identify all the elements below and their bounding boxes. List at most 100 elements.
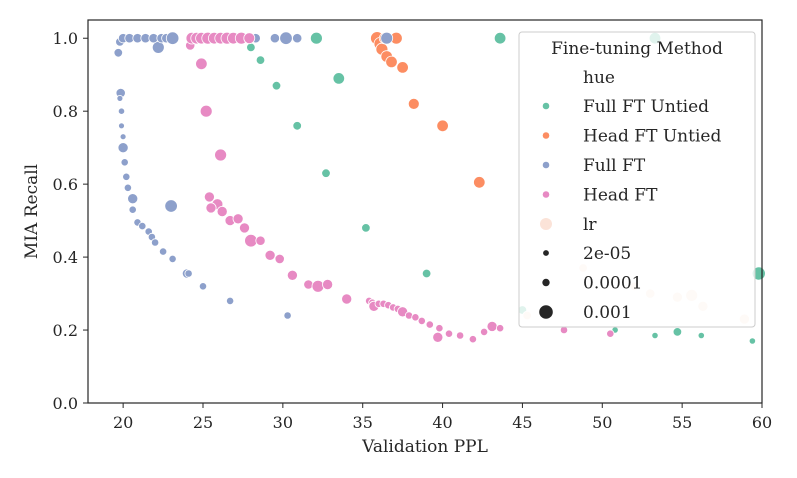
- y-tick-label: 0.8: [53, 102, 78, 121]
- data-point: [264, 249, 276, 261]
- x-tick-label: 50: [592, 413, 612, 432]
- data-point: [468, 335, 477, 344]
- data-point: [493, 32, 507, 45]
- legend-hue-header: hue: [583, 68, 615, 88]
- data-point: [255, 55, 266, 65]
- data-point: [119, 133, 127, 141]
- axis-ticks: 20 25 30 35 40 45 50 55 60 0.0 0.2 0.4 0.6 0.8 1.0: [53, 29, 773, 432]
- data-point: [495, 324, 505, 333]
- x-tick-label: 45: [512, 413, 532, 432]
- legend-marker: [542, 161, 550, 169]
- data-point: [117, 107, 126, 115]
- x-axis-label: Validation PPL: [361, 437, 488, 457]
- data-point: [128, 205, 137, 214]
- legend-box: [518, 31, 756, 328]
- data-point: [274, 253, 285, 264]
- data-point: [195, 57, 208, 71]
- data-point: [444, 329, 454, 338]
- data-point: [432, 331, 444, 343]
- data-point: [361, 223, 371, 233]
- data-point: [425, 320, 434, 329]
- y-tick-label: 0.2: [53, 321, 78, 340]
- legend-marker: [542, 190, 550, 199]
- data-point: [198, 282, 208, 291]
- y-tick-label: 0.4: [53, 248, 78, 267]
- x-tick-label: 20: [113, 413, 133, 432]
- data-point: [283, 311, 292, 320]
- legend-entry-label: Full FT: [583, 156, 646, 176]
- data-point: [309, 31, 323, 45]
- x-tick-label: 30: [273, 413, 293, 432]
- data-point: [396, 61, 409, 74]
- x-tick-label: 55: [672, 413, 692, 432]
- data-point: [244, 233, 258, 248]
- data-point: [479, 327, 489, 336]
- data-point: [127, 193, 139, 205]
- data-point: [697, 331, 705, 340]
- legend-size-label: 0.0001: [583, 274, 642, 294]
- data-point: [118, 122, 125, 130]
- y-tick-label: 0.0: [53, 394, 78, 413]
- data-point: [246, 42, 256, 53]
- legend-size-label: 0.001: [583, 303, 632, 323]
- data-point: [214, 148, 228, 162]
- y-tick-label: 0.6: [53, 175, 78, 194]
- data-point: [205, 202, 217, 214]
- legend-size-label: 2e-05: [583, 244, 631, 264]
- data-point: [321, 168, 331, 178]
- legend-size-marker: [542, 278, 550, 287]
- data-point: [269, 33, 280, 44]
- legend-marker: [542, 102, 550, 110]
- legend: Fine-tuning Method hue lr Full FT Untied…: [518, 31, 756, 328]
- data-point: [455, 331, 465, 340]
- data-point: [164, 199, 178, 213]
- data-point: [606, 329, 615, 338]
- data-point: [165, 31, 180, 45]
- data-point: [123, 183, 133, 192]
- data-point: [271, 80, 282, 91]
- x-tick-label: 40: [432, 413, 452, 432]
- data-point: [232, 213, 244, 225]
- data-point: [341, 293, 353, 305]
- data-point: [113, 48, 124, 58]
- legend-title: Fine-tuning Method: [551, 39, 723, 59]
- legend-entry-label: Head FT Untied: [583, 127, 721, 147]
- legend-marker: [540, 218, 552, 230]
- data-point: [473, 176, 486, 189]
- data-point: [292, 33, 303, 44]
- data-point: [238, 222, 250, 234]
- data-point: [216, 205, 228, 217]
- data-point: [138, 222, 147, 231]
- data-point: [279, 31, 293, 45]
- data-point: [255, 235, 266, 246]
- data-point: [168, 254, 177, 263]
- data-point: [672, 327, 683, 337]
- legend-size-marker: [539, 305, 553, 319]
- y-axis-label: MIA Recall: [22, 164, 42, 259]
- data-point: [435, 324, 444, 333]
- data-point: [411, 313, 420, 322]
- plot-marks: [113, 31, 766, 345]
- data-point: [385, 55, 398, 69]
- legend-marker: [542, 131, 550, 140]
- x-tick-label: 60: [752, 413, 772, 432]
- data-point: [380, 31, 394, 45]
- data-point: [286, 269, 298, 281]
- y-tick-label: 1.0: [53, 29, 78, 48]
- data-point: [159, 247, 168, 256]
- data-point: [332, 72, 346, 85]
- x-tick-label: 25: [193, 413, 213, 432]
- data-point: [486, 320, 498, 332]
- data-point: [322, 278, 334, 290]
- data-point: [292, 121, 302, 131]
- data-point: [436, 119, 449, 133]
- data-point: [421, 268, 432, 279]
- data-point: [117, 142, 129, 154]
- data-point: [199, 104, 213, 118]
- data-point: [407, 98, 420, 110]
- data-point: [748, 337, 757, 345]
- legend-size-header: lr: [583, 215, 597, 235]
- axes-frame: [87, 19, 763, 404]
- data-point: [203, 191, 215, 203]
